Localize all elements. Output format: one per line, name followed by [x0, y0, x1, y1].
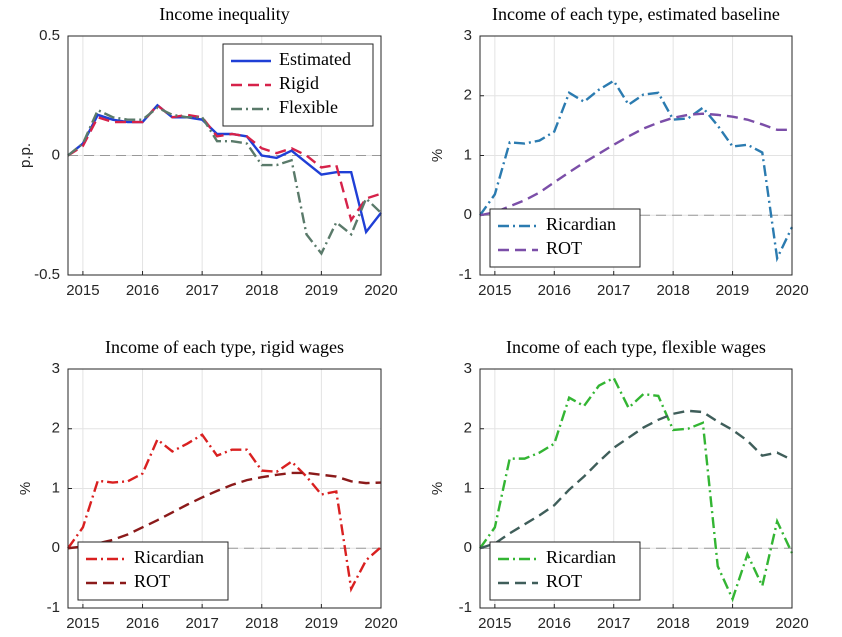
y-tick-label: 3 — [464, 360, 472, 377]
series-line — [479, 79, 794, 263]
x-tick-label: 2018 — [656, 615, 689, 632]
y-tick-label: 2 — [464, 87, 472, 104]
x-tick-label: 2019 — [716, 282, 749, 299]
chart-title: Income of each type, rigid wages — [105, 337, 344, 357]
x-tick-label: 2015 — [66, 615, 99, 632]
y-axis-label: p.p. — [17, 143, 34, 168]
legend-label: ROT — [546, 238, 582, 258]
legend-box — [489, 208, 641, 268]
x-tick-label: 2020 — [775, 282, 808, 299]
y-tick-label: 2 — [52, 420, 60, 437]
x-tick-label: 2016 — [538, 282, 571, 299]
y-tick-label: 3 — [464, 27, 472, 44]
series-line — [479, 112, 792, 217]
x-tick-label: 2015 — [478, 615, 511, 632]
x-tick-label: 2016 — [538, 615, 571, 632]
y-axis-label: % — [429, 482, 446, 495]
y-tick-label: 1 — [464, 146, 472, 163]
y-tick-label: -0.5 — [34, 266, 60, 283]
y-tick-label: 0 — [464, 206, 472, 223]
series-line — [67, 471, 382, 550]
y-tick-label: -1 — [459, 266, 472, 283]
y-axis-label: % — [17, 482, 34, 495]
x-tick-label: 2019 — [716, 615, 749, 632]
series-line — [67, 103, 382, 223]
legend-label: ROT — [134, 571, 170, 591]
y-tick-label: 2 — [464, 420, 472, 437]
y-axis-label: % — [429, 149, 446, 162]
y-tick-label: -1 — [47, 599, 60, 616]
series-line — [479, 376, 794, 603]
x-tick-label: 2018 — [245, 282, 278, 299]
y-tick-label: 3 — [52, 360, 60, 377]
legend-label: Flexible — [279, 97, 338, 117]
y-tick-label: 0 — [52, 539, 60, 556]
legend-label: Ricardian — [546, 547, 616, 567]
legend-label: ROT — [546, 571, 582, 591]
axes-frame — [67, 35, 382, 276]
x-tick-label: 2018 — [245, 615, 278, 632]
axes-frame — [479, 368, 793, 609]
x-tick-label: 2016 — [126, 282, 159, 299]
y-tick-label: 1 — [464, 479, 472, 496]
series-line — [67, 433, 382, 593]
y-tick-label: 1 — [52, 479, 60, 496]
axes-frame — [479, 35, 793, 276]
legend-box — [77, 541, 229, 601]
series-line — [67, 106, 382, 256]
x-tick-label: 2019 — [305, 615, 338, 632]
series-line — [479, 409, 793, 550]
legend-label: Ricardian — [134, 547, 204, 567]
x-tick-label: 2017 — [597, 282, 630, 299]
chart-title: Income of each type, flexible wages — [506, 337, 766, 357]
legend-label: Estimated — [279, 49, 351, 69]
y-tick-label: 0 — [464, 539, 472, 556]
x-tick-label: 2015 — [478, 282, 511, 299]
y-tick-label: 0 — [52, 146, 60, 163]
legend-label: Rigid — [279, 73, 319, 93]
legend-label: Ricardian — [546, 214, 616, 234]
y-tick-label: -1 — [459, 599, 472, 616]
x-tick-label: 2020 — [364, 615, 397, 632]
x-tick-label: 2020 — [364, 282, 397, 299]
chart-title: Income inequality — [159, 4, 289, 24]
legend-box — [489, 541, 641, 601]
x-tick-label: 2017 — [597, 615, 630, 632]
x-tick-label: 2020 — [775, 615, 808, 632]
x-tick-label: 2019 — [305, 282, 338, 299]
y-tick-label: 0.5 — [39, 27, 60, 44]
x-tick-label: 2017 — [185, 615, 218, 632]
x-tick-label: 2017 — [185, 282, 218, 299]
chart-title: Income of each type, estimated baseline — [492, 4, 780, 24]
x-tick-label: 2016 — [126, 615, 159, 632]
x-tick-label: 2015 — [66, 282, 99, 299]
axes-frame — [67, 368, 382, 609]
x-tick-label: 2018 — [656, 282, 689, 299]
